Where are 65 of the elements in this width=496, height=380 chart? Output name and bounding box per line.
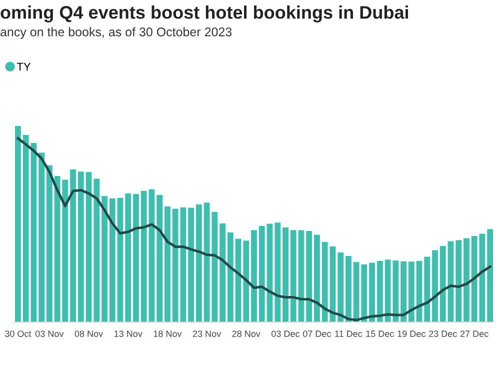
bar (298, 230, 304, 322)
bar (369, 262, 375, 322)
bar (94, 178, 100, 322)
bar (432, 250, 438, 322)
bar (212, 212, 218, 322)
bar (156, 194, 163, 322)
x-tick-label: 03 Nov (35, 330, 64, 337)
x-tick-label: 07 Dec (303, 330, 332, 337)
x-tick-label: 18 Nov (154, 330, 182, 337)
bar (133, 194, 139, 322)
bar (487, 229, 494, 322)
bar (117, 198, 124, 322)
chart-title: oming Q4 events boost hotel bookings in Dubai (0, 6, 408, 22)
bar (125, 193, 132, 322)
bar (400, 261, 406, 322)
bar (220, 223, 226, 322)
x-tick-label: 23 Dec (429, 330, 457, 337)
bar (251, 230, 257, 322)
bar (345, 256, 352, 322)
bar (148, 189, 155, 322)
bar (282, 227, 288, 322)
chart-subtitle: ancy on the books, as of 30 October 2023 (0, 27, 232, 39)
x-tick-label: 03 Dec (272, 330, 300, 337)
x-tick-label: 11 Dec (335, 330, 362, 337)
bar (258, 226, 265, 322)
bar (361, 264, 368, 322)
bar (448, 241, 454, 322)
bar (102, 196, 108, 322)
bar (62, 180, 68, 322)
x-tick-label: 27 Dec (460, 330, 488, 337)
bar (424, 256, 430, 322)
bar (314, 234, 320, 322)
x-tick-label: 15 Dec (366, 330, 394, 337)
bar (70, 169, 76, 322)
bar (266, 224, 273, 322)
bar (78, 171, 84, 322)
bar (456, 240, 462, 322)
bar (14, 126, 21, 322)
bar (290, 230, 296, 322)
x-tick-label: 08 Nov (74, 330, 104, 337)
bar (338, 252, 344, 322)
bar (376, 261, 383, 322)
x-tick-label: 23 Nov (192, 330, 222, 337)
bar (408, 262, 414, 322)
x-tick-label: 19 Dec (398, 330, 426, 337)
bar (274, 222, 281, 322)
bar (392, 260, 399, 322)
bar (464, 238, 470, 322)
bar (440, 246, 446, 322)
x-tick-label: 13 Nov (114, 330, 142, 337)
legend-label: TY (16, 62, 31, 70)
bar (109, 198, 116, 322)
x-tick-label: 30 Oct (4, 330, 32, 337)
bar (164, 206, 170, 322)
bar (46, 165, 52, 322)
bar (188, 208, 194, 322)
bar (243, 240, 250, 322)
bar (227, 232, 234, 322)
bar (86, 172, 92, 322)
bar (204, 202, 210, 322)
bar (196, 204, 202, 322)
bar (306, 231, 312, 322)
x-tick-label: 28 Nov (232, 330, 260, 337)
bar (140, 190, 147, 322)
bar (38, 152, 44, 322)
